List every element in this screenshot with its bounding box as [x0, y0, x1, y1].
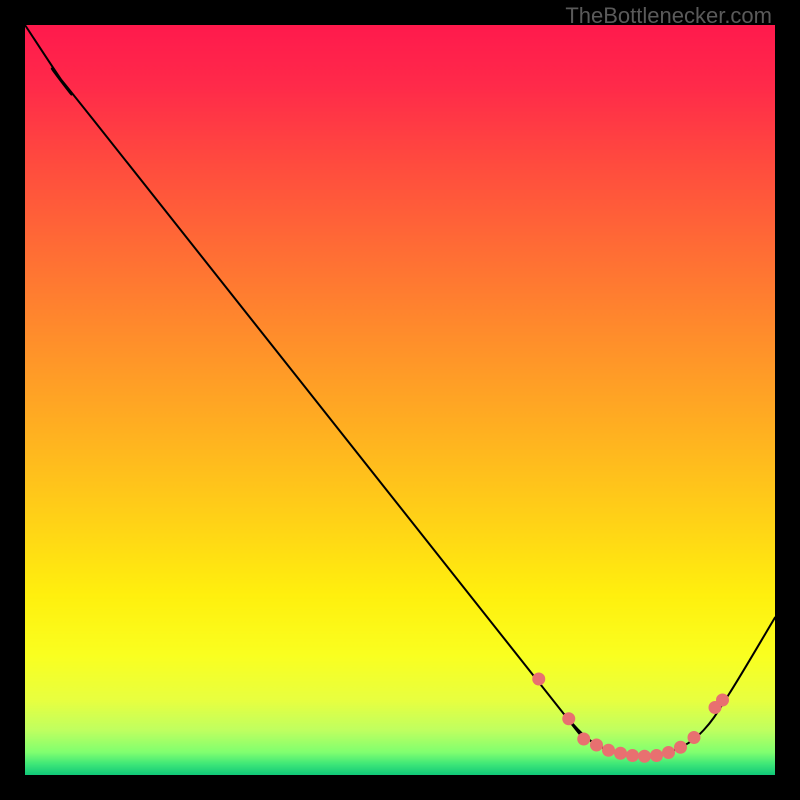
chart-stage: TheBottlenecker.com [0, 0, 800, 800]
watermark-text: TheBottlenecker.com [565, 3, 772, 29]
gradient-plot-area [25, 25, 775, 775]
